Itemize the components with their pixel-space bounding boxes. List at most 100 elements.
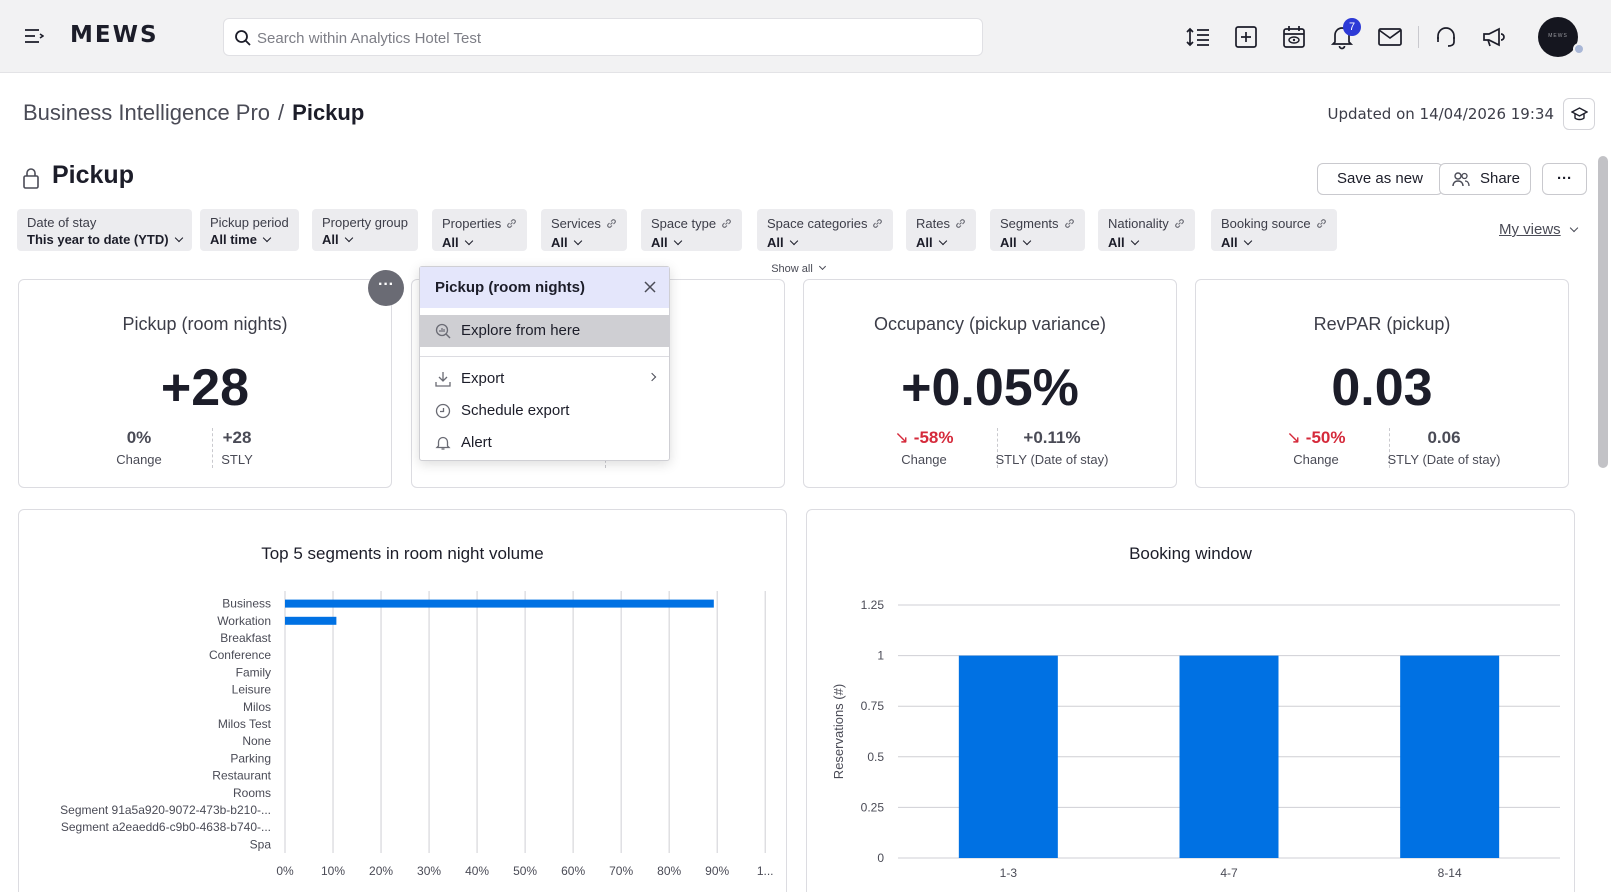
category-label: Parking [230, 751, 271, 765]
kpi-change-value: ↘ -50% [1251, 428, 1381, 448]
menu-item-explore[interactable]: Explore from here [420, 315, 669, 347]
toolbar-divider [1418, 26, 1419, 48]
card-more-button[interactable]: ··· [368, 270, 404, 306]
card-context-menu: Pickup (room nights) Explore from here E… [419, 266, 670, 461]
filter-chip[interactable]: Property group All [312, 209, 418, 251]
y-tick-label: 0.25 [861, 800, 885, 814]
menu-item-label: Alert [461, 434, 492, 451]
menu-item-schedule-export[interactable]: Schedule export [420, 395, 669, 427]
download-icon [435, 372, 451, 387]
menu-header: Pickup (room nights) [420, 267, 669, 308]
notification-badge: 7 [1343, 18, 1361, 36]
page-more-button[interactable]: ··· [1542, 163, 1587, 195]
kpi-value: +28 [160, 359, 250, 417]
filter-chip[interactable]: Date of stay This year to date (YTD) [17, 209, 192, 251]
chevron-down-icon [344, 233, 353, 243]
kpi-divider [1389, 428, 1390, 468]
mail-icon[interactable] [1377, 24, 1403, 50]
headset-icon[interactable] [1433, 24, 1459, 50]
filter-value: This year to date (YTD) [27, 232, 183, 247]
filter-label: Space categories [767, 216, 868, 231]
link-icon [873, 219, 883, 228]
x-tick-label: 80% [657, 864, 681, 878]
x-tick-label: 10% [321, 864, 345, 878]
category-label: Segment 91a5a920-9072-473b-b210-... [60, 803, 271, 817]
chevron-down-icon [1569, 223, 1578, 233]
x-tick-label: 30% [417, 864, 441, 878]
my-views-dropdown[interactable]: My views [1499, 221, 1578, 238]
academy-button[interactable] [1563, 98, 1595, 130]
close-icon[interactable] [643, 280, 657, 294]
kpi-change-text: -50% [1305, 428, 1346, 447]
line-height-icon[interactable] [1185, 24, 1211, 50]
menu-item-alert[interactable]: Alert [420, 427, 669, 459]
segments-chart-card: Top 5 segments in room night volume 0% 10… [18, 509, 787, 892]
filter-chip[interactable]: Services All [541, 209, 627, 251]
megaphone-icon[interactable] [1481, 24, 1507, 50]
menu-item-label: Schedule export [461, 402, 570, 419]
filter-label: Pickup period [210, 215, 289, 230]
show-all-label: Show all [771, 263, 813, 275]
bar[interactable] [285, 599, 714, 608]
kpi-change-label: Change [116, 452, 162, 467]
search-input[interactable] [257, 25, 957, 51]
plus-square-icon[interactable] [1233, 24, 1259, 50]
y-tick-label: 1 [877, 649, 884, 663]
category-label: Milos Test [218, 717, 272, 731]
filter-chip[interactable]: Properties All [432, 209, 528, 251]
menu-icon[interactable] [24, 26, 45, 46]
save-as-new-button[interactable]: Save as new [1317, 163, 1443, 195]
filter-chip[interactable]: Nationality All [1098, 209, 1195, 251]
bar[interactable] [958, 655, 1058, 858]
avatar[interactable]: MEWS [1538, 17, 1578, 57]
kpi-stly-value: +28 [222, 428, 252, 447]
filter-chip[interactable]: Segments All [990, 209, 1085, 251]
kpi-stly-value: +0.11% [1023, 428, 1081, 447]
filter-value-text: All [651, 235, 668, 250]
bar[interactable] [1179, 655, 1279, 858]
filter-label: Rates [916, 216, 950, 231]
segments-bar-chart: 0% 10% 20% 30% 40% 50% 60% 70% 80% 90% 1... Busines… [60, 591, 774, 878]
link-icon [1174, 219, 1184, 228]
kpi-change-label: Change [901, 452, 947, 467]
filter-chip[interactable]: Pickup period All time [200, 209, 299, 251]
category-label: Leisure [232, 683, 272, 697]
calendar-eye-icon[interactable] [1281, 24, 1307, 50]
kpi-card[interactable]: RevPAR (pickup) 0.03 ↘ -50% Change 0.06 STLY (… [1195, 279, 1569, 488]
search-box[interactable] [223, 18, 983, 56]
menu-item-export[interactable]: Export [420, 363, 669, 395]
filter-chip[interactable]: Booking source All [1211, 209, 1337, 251]
mews-logo[interactable]: MEWS [70, 22, 159, 48]
share-button[interactable]: Share [1439, 163, 1531, 195]
show-all-button[interactable]: Show all [746, 258, 850, 280]
filter-value-text: All [442, 235, 459, 250]
filter-label: Properties [442, 216, 502, 231]
breadcrumb-root[interactable]: Business Intelligence Pro [23, 100, 271, 125]
kpi-stly-label: STLY (Date of stay) [995, 452, 1109, 467]
filter-label: Date of stay [27, 215, 97, 230]
category-label: Rooms [233, 786, 271, 800]
bar[interactable] [1400, 655, 1500, 858]
kpi-title: RevPAR (pickup) [1313, 314, 1451, 334]
filter-chip[interactable]: Space categories All [757, 209, 894, 251]
y-tick-label: 0.75 [861, 699, 885, 713]
kpi-card[interactable]: Occupancy (pickup variance) +0.05% ↘ -58% Ch… [803, 279, 1177, 488]
kpi-change-value: 0% [74, 428, 204, 448]
kpi-change: ↘ -58% Change [859, 428, 989, 467]
filter-label: Property group [322, 215, 408, 230]
filter-label: Segments [1000, 216, 1059, 231]
kpi-card[interactable]: Pickup (room nights) +28 0% Change +28 STLY [18, 279, 392, 488]
chevron-down-icon [464, 236, 473, 246]
filter-label: Space type [651, 216, 717, 231]
filter-value-text: All [1000, 235, 1017, 250]
scrollbar[interactable] [1598, 156, 1608, 468]
kpi-stly-label: STLY [221, 452, 253, 467]
kpi-stly-label: STLY (Date of stay) [1387, 452, 1501, 467]
bar[interactable] [285, 616, 337, 625]
filter-value-text: All [322, 232, 339, 247]
x-tick-label: 1-3 [1000, 866, 1018, 880]
category-label: Family [236, 665, 271, 679]
filter-value: All [1000, 235, 1075, 250]
filter-chip[interactable]: Rates All [906, 209, 976, 251]
filter-chip[interactable]: Space type All [641, 209, 743, 251]
